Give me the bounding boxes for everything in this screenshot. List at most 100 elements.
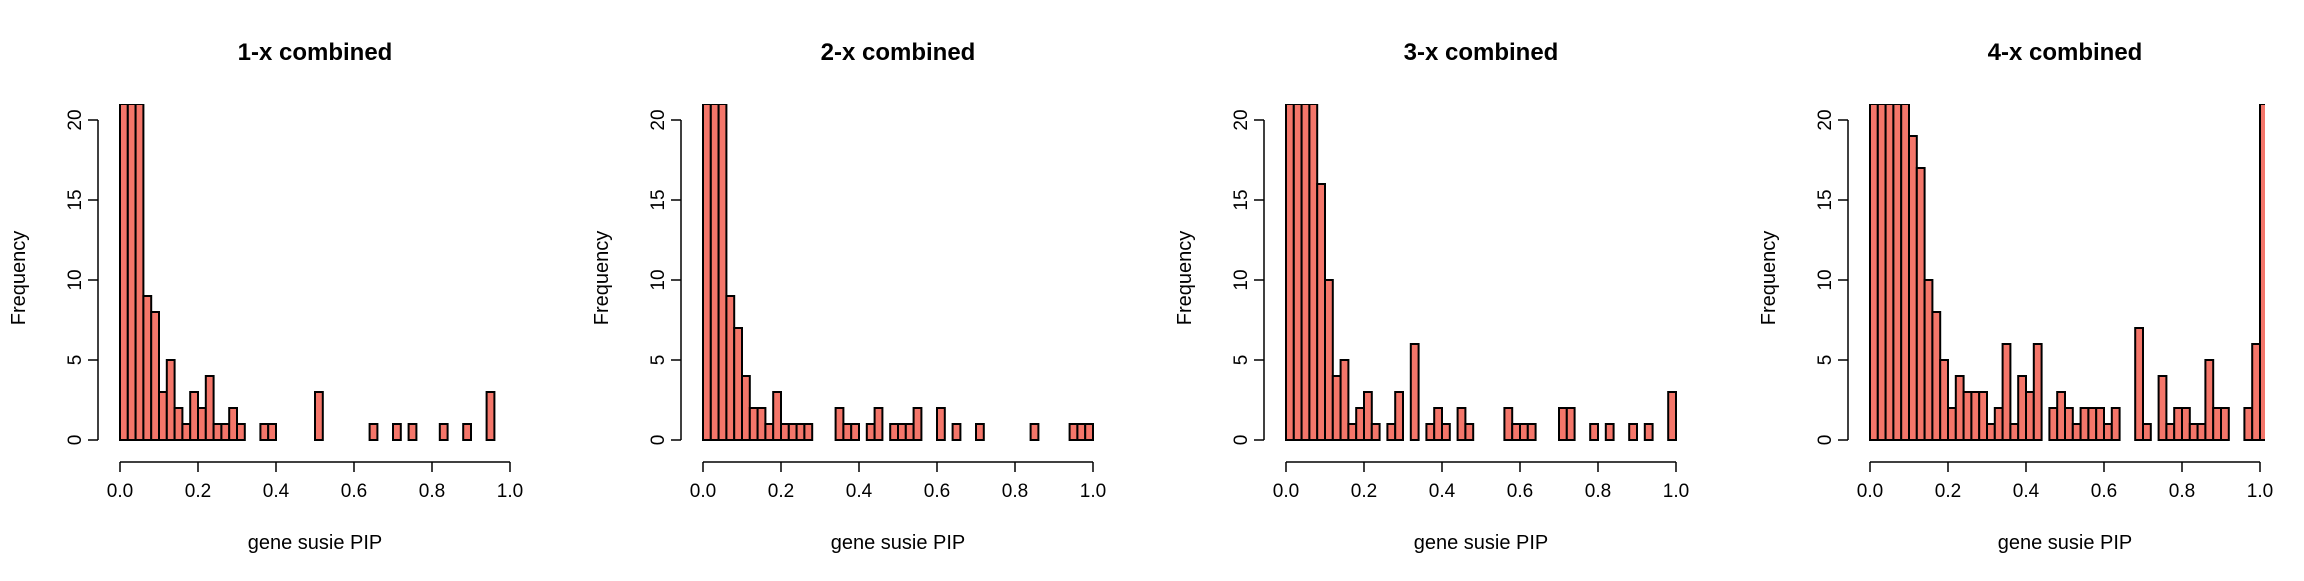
y-axis-label: Frequency <box>1174 231 1196 326</box>
chart-title: 1-x combined <box>238 39 393 66</box>
histogram-bars <box>702 104 1094 441</box>
histogram-bar <box>2196 423 2207 441</box>
histogram-bar <box>259 423 270 441</box>
chart-title: 4-x combined <box>1988 39 2143 66</box>
x-tick-label: 0.0 <box>690 481 716 502</box>
histogram-bars <box>119 104 496 441</box>
histogram-bar <box>1029 423 1040 441</box>
histogram-bar <box>1511 423 1521 441</box>
histogram-bar <box>2079 407 2090 441</box>
x-tick-label: 0.0 <box>107 481 133 502</box>
histogram-bar <box>1993 407 2004 441</box>
histogram-bar <box>165 359 176 441</box>
x-axis-label: gene susie PIP <box>1414 532 1549 554</box>
histogram-bar <box>1370 423 1381 441</box>
x-tick-label: 0.2 <box>1935 481 1961 502</box>
histogram-bar <box>2134 327 2144 441</box>
histogram-bar <box>1409 343 1420 441</box>
chart-title: 3-x combined <box>1404 39 1559 66</box>
y-tick-label: 20 <box>1815 109 1836 130</box>
histogram-bar <box>1604 423 1615 441</box>
x-tick-label: 1.0 <box>2247 481 2273 502</box>
histogram-bar <box>2243 407 2254 441</box>
histogram-bar <box>2181 407 2191 441</box>
histogram-bar <box>1503 407 1514 441</box>
y-tick-label: 10 <box>1815 269 1836 290</box>
x-tick-label: 0.6 <box>1507 481 1533 502</box>
x-axis-label: gene susie PIP <box>831 532 966 554</box>
y-tick-label: 15 <box>648 189 669 210</box>
histogram-bar <box>392 423 402 441</box>
histogram-bar <box>1441 423 1451 441</box>
y-tick-label: 5 <box>65 355 86 366</box>
histogram-bar <box>1628 423 1638 441</box>
x-tick-label: 0.6 <box>2091 481 2117 502</box>
x-tick-label: 0.6 <box>341 481 367 502</box>
x-tick-label: 0.2 <box>185 481 211 502</box>
histogram-bar <box>142 295 153 441</box>
histogram-bar <box>1300 104 1311 441</box>
histogram-bar <box>733 327 744 441</box>
histogram-bar <box>2087 407 2098 441</box>
histogram-bar <box>1565 407 1576 441</box>
y-axis-label: Frequency <box>591 231 613 326</box>
histogram-bar <box>2032 343 2043 441</box>
histogram-bar <box>2017 375 2027 441</box>
histogram-bar <box>936 407 946 441</box>
histogram-bar <box>795 423 806 441</box>
x-tick-label: 0.4 <box>263 481 290 502</box>
y-axis-label: Frequency <box>1758 231 1780 326</box>
histogram-bar <box>1076 423 1087 441</box>
histogram-bar <box>220 423 231 441</box>
x-tick-label: 0.2 <box>1351 481 1377 502</box>
histogram-bar <box>1292 104 1303 441</box>
histogram-bar <box>865 423 876 441</box>
histogram-bar <box>1978 391 1988 441</box>
histogram-bar <box>181 423 192 441</box>
chart-title: 2-x combined <box>821 39 976 66</box>
histogram-bar <box>1558 407 1568 441</box>
histogram-bar <box>2212 407 2222 441</box>
histogram-bar <box>197 407 207 441</box>
histogram-bar <box>1386 423 1397 441</box>
histogram-bar <box>850 423 861 441</box>
histogram-bar <box>1962 391 1973 441</box>
histogram-bar <box>212 423 223 441</box>
histogram-bar <box>2056 391 2066 441</box>
histogram-bar <box>1394 391 1404 441</box>
histogram-bar <box>2142 423 2152 441</box>
histogram-bar <box>1908 135 1918 441</box>
histogram-bar <box>702 104 712 441</box>
x-axis-label: gene susie PIP <box>1998 532 2133 554</box>
histogram-bar <box>462 423 473 441</box>
histogram-bar <box>485 391 496 441</box>
histogram-bar <box>2165 423 2176 441</box>
histogram-bar <box>2103 423 2113 441</box>
histogram-bar <box>1900 104 1910 441</box>
histogram-bar <box>1667 391 1677 441</box>
histogram-bar <box>368 423 379 441</box>
histogram-bar <box>1308 104 1319 441</box>
histogram-bar <box>1324 279 1334 441</box>
histogram-bar <box>1285 104 1295 441</box>
y-tick-label: 0 <box>1231 435 1252 446</box>
histogram-bars <box>1869 104 2265 441</box>
x-tick-label: 0.4 <box>1429 481 1456 502</box>
histogram-bar <box>709 104 720 441</box>
histogram-bar <box>951 423 962 441</box>
histogram-bar <box>842 423 853 441</box>
histogram-bar <box>2204 359 2215 441</box>
histogram-bar <box>1884 104 1895 441</box>
y-tick-label: 5 <box>648 355 669 366</box>
x-tick-label: 0.8 <box>1002 481 1028 502</box>
x-tick-label: 1.0 <box>497 481 523 502</box>
histogram-bar <box>119 104 129 441</box>
x-tick-label: 0.6 <box>924 481 950 502</box>
histogram-bar <box>1331 375 1342 441</box>
histogram-bar <box>1939 359 1949 441</box>
y-tick-label: 20 <box>65 109 86 130</box>
y-tick-label: 10 <box>1231 269 1252 290</box>
histogram-bar <box>912 407 923 441</box>
